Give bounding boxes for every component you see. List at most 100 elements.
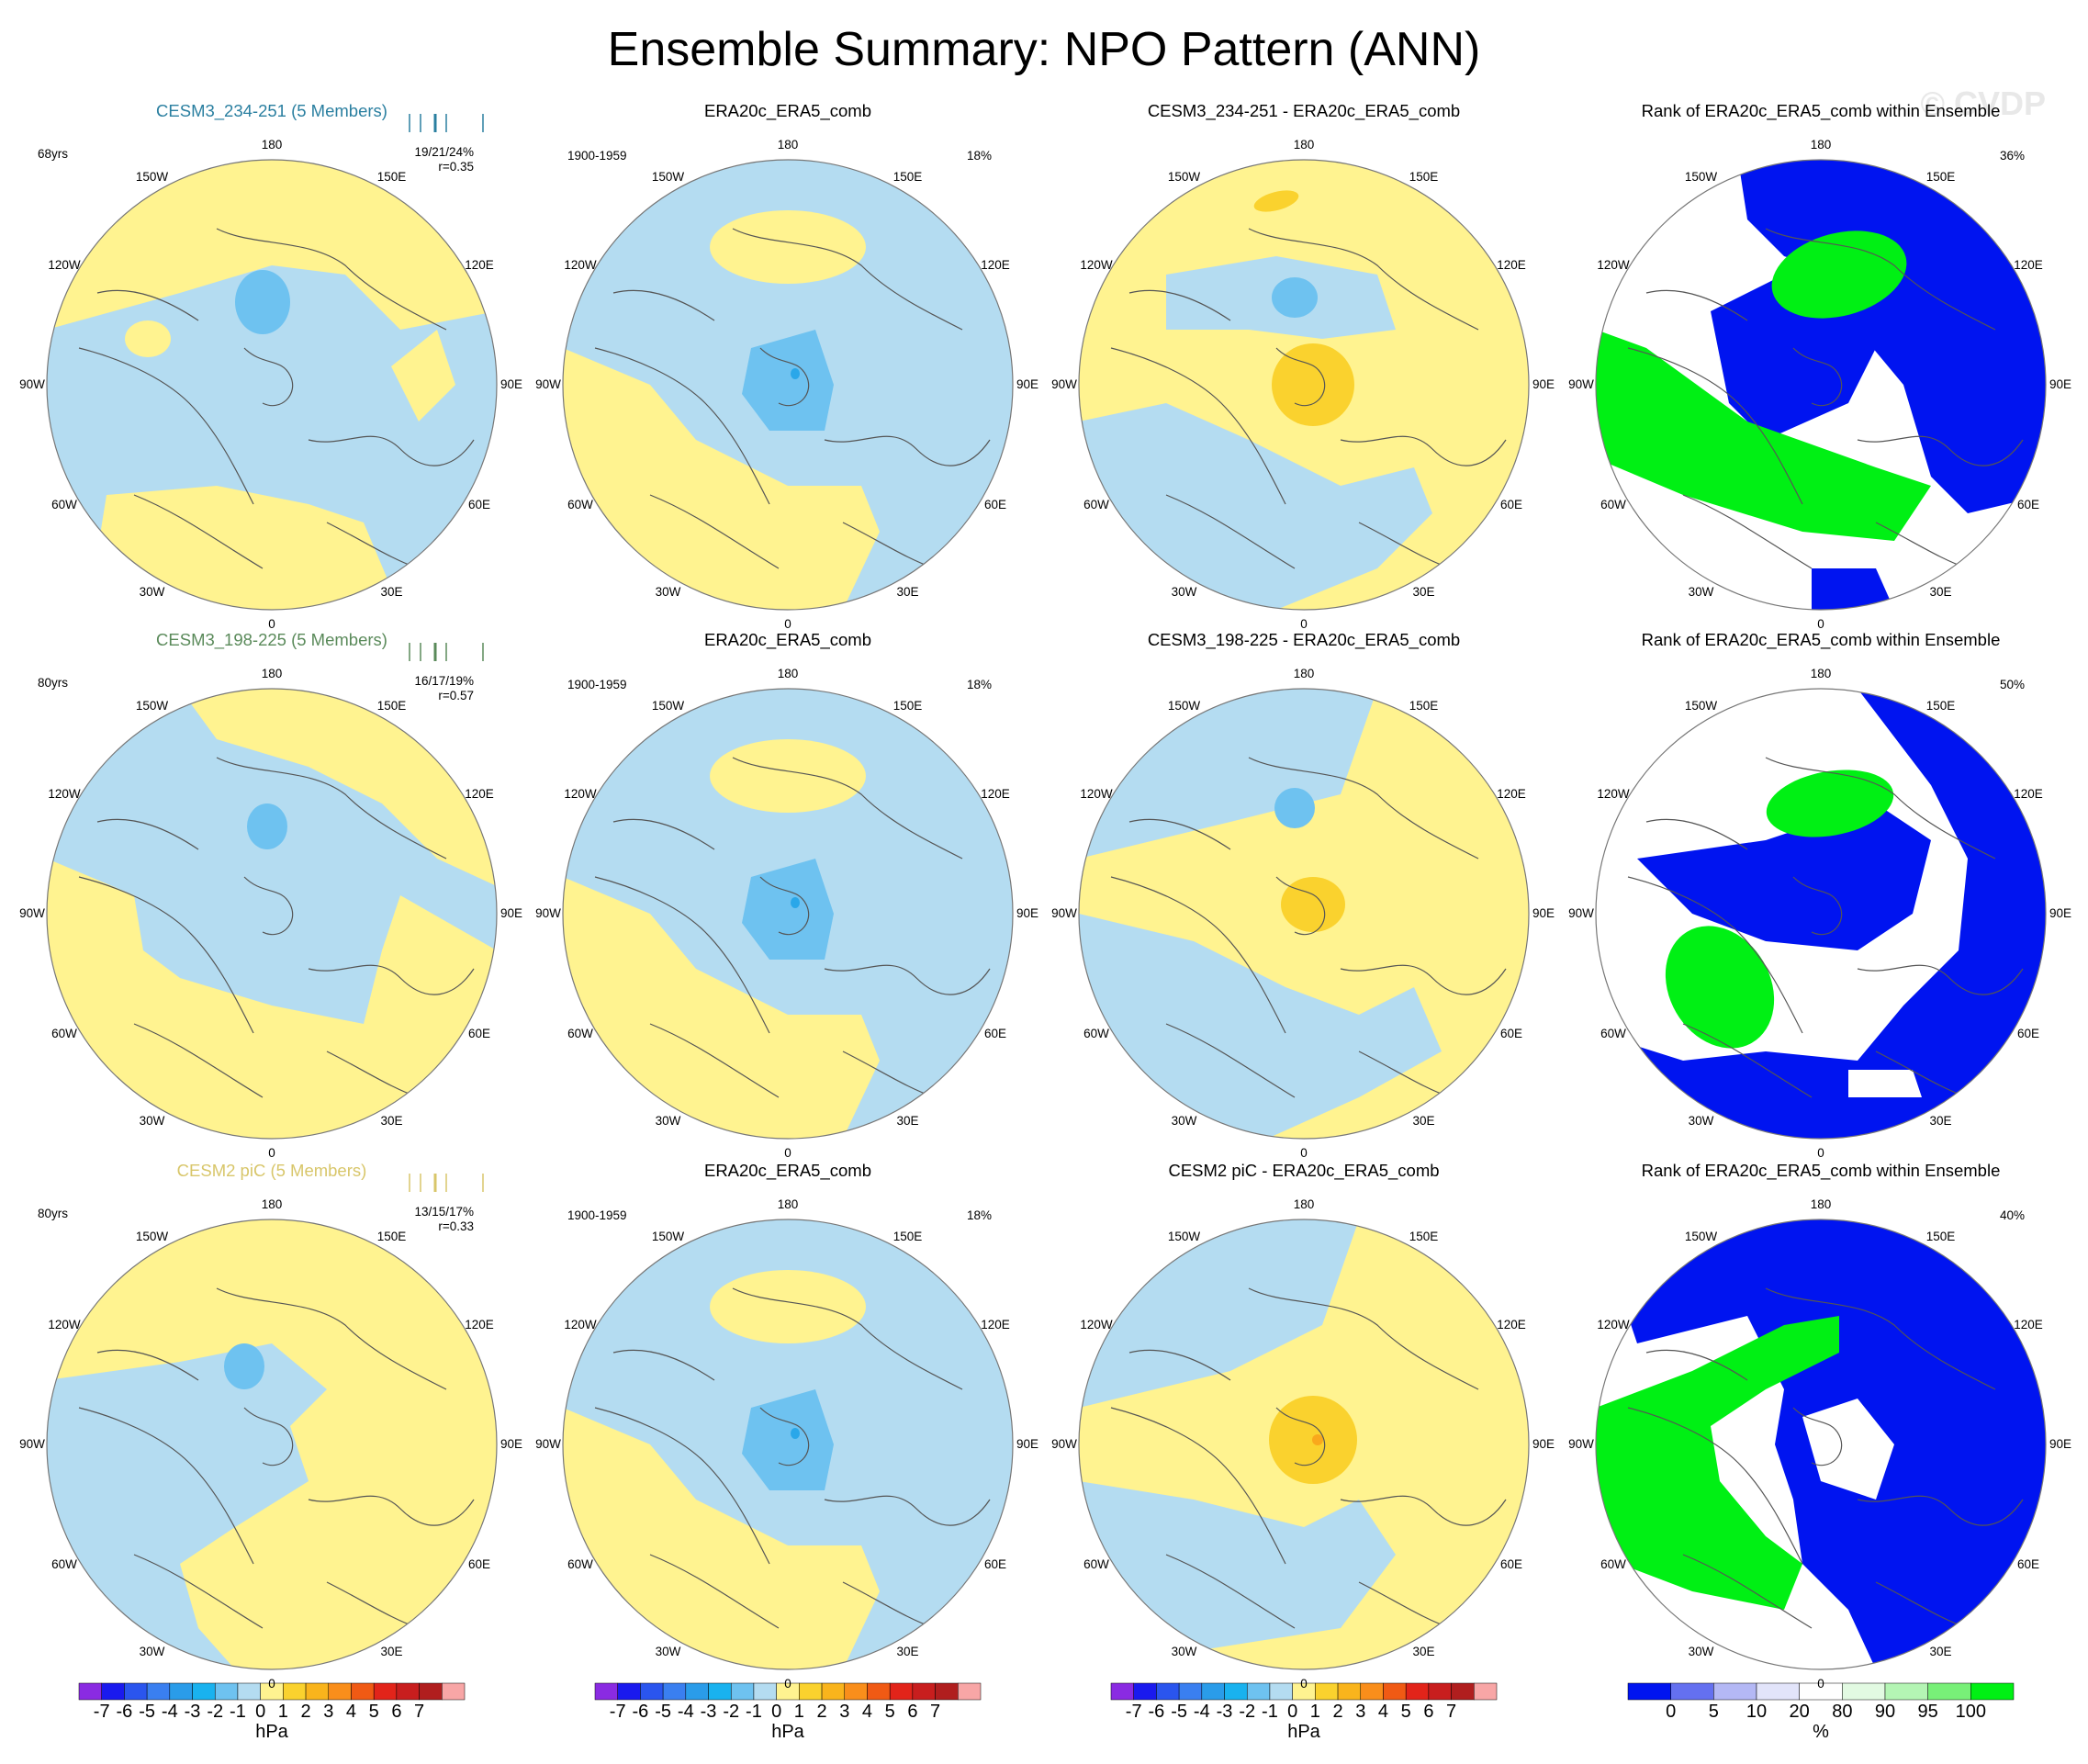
coastline — [78, 876, 254, 1034]
map-outline — [562, 1219, 1014, 1670]
map-panel — [1078, 159, 1530, 611]
longitude-label: 90E — [1532, 1437, 1555, 1451]
map-fill — [563, 689, 1013, 1139]
negative-anomaly-center — [247, 803, 287, 849]
colorbar-label: 0 — [1287, 1702, 1298, 1722]
longitude-label: 0 — [784, 1677, 791, 1691]
negative-anomaly-center — [742, 859, 834, 960]
longitude-label: 0 — [268, 1146, 275, 1160]
coastline — [1682, 1554, 1813, 1629]
colorbar-label: -5 — [139, 1702, 155, 1722]
colorbar-label: -3 — [700, 1702, 717, 1722]
rank-low-region — [1596, 689, 2046, 1139]
rank-high-region — [1766, 770, 1894, 837]
coastline — [1165, 494, 1296, 569]
coastline — [1110, 876, 1286, 1034]
obs-period: 1900-1959 — [567, 149, 627, 163]
longitude-label: 180 — [1810, 138, 1832, 152]
colorbar-box — [419, 1682, 443, 1701]
longitude-label: 180 — [777, 667, 799, 680]
colorbar-box — [305, 1682, 330, 1701]
colorbar-label: -4 — [161, 1702, 178, 1722]
coastline — [133, 1554, 264, 1629]
coastline — [1275, 1407, 1326, 1466]
figure-title: Ensemble Summary: NPO Pattern (ANN) — [607, 23, 1481, 76]
colorbar-label: 5 — [368, 1702, 379, 1722]
coastline — [1275, 347, 1326, 407]
longitude-label: 90W — [535, 377, 561, 391]
map-panel — [46, 688, 498, 1140]
rank-pct: 40% — [2000, 1208, 2026, 1222]
longitude-label: 30W — [655, 1114, 681, 1129]
map-outline — [46, 688, 498, 1140]
positive-anomaly-region — [47, 859, 497, 1139]
colorbar-label: -3 — [1216, 1702, 1233, 1722]
pattern-correlation: r=0.57 — [438, 689, 474, 702]
map-panel — [1078, 1219, 1530, 1670]
pct-explained: 19/21/24% — [414, 145, 474, 159]
longitude-label: 60W — [567, 497, 593, 511]
colorbar-box — [169, 1682, 193, 1701]
coastline — [1645, 1349, 1748, 1381]
rank-low-region — [1637, 803, 1931, 950]
colorbar-box — [351, 1682, 375, 1701]
colorbar-box — [1927, 1682, 1971, 1701]
longitude-label: 150W — [135, 698, 169, 713]
colorbar-label: 6 — [391, 1702, 402, 1722]
colorbar-box — [935, 1682, 959, 1701]
colorbar-box — [146, 1682, 171, 1701]
coastline — [78, 1407, 254, 1565]
colorbar-label: 7 — [1446, 1702, 1457, 1722]
longitude-label: 180 — [261, 667, 283, 680]
colorbar-box — [192, 1682, 216, 1701]
colorbar-box — [685, 1682, 709, 1701]
colorbar-label: 5 — [1708, 1702, 1719, 1722]
positive-anomaly-region — [47, 1219, 497, 1669]
longitude-label: 30W — [1688, 1645, 1714, 1659]
colorbar-label: 2 — [1332, 1702, 1343, 1722]
longitude-label: 120E — [1497, 1317, 1526, 1331]
coastline — [96, 818, 199, 850]
coastline — [649, 494, 780, 569]
colorbar-box — [1133, 1682, 1157, 1701]
map-fill — [1596, 160, 2046, 610]
longitude-label: 150W — [651, 698, 685, 713]
colorbar-box — [1178, 1682, 1203, 1701]
colorbar-label: 100 — [1955, 1702, 1987, 1722]
colorbar-label: -2 — [207, 1702, 224, 1722]
longitude-label: 90W — [1051, 1437, 1077, 1451]
positive-anomaly-region — [710, 1270, 866, 1343]
longitude-label: 150E — [376, 169, 407, 184]
colorbar-box — [1884, 1682, 1928, 1701]
colorbar-box — [1713, 1682, 1757, 1701]
colorbar-box — [1970, 1682, 2015, 1701]
longitude-label: 150E — [1409, 169, 1439, 184]
coastline — [824, 1495, 991, 1526]
coastline — [216, 1287, 447, 1390]
longitude-label: 30W — [1688, 585, 1714, 600]
longitude-label: 180 — [1293, 667, 1315, 680]
coastline — [824, 964, 991, 995]
longitude-label: 90W — [19, 377, 45, 391]
longitude-label: 90E — [1532, 377, 1555, 391]
colorbar-label: 80 — [1832, 1702, 1853, 1722]
longitude-label: 30E — [1412, 1114, 1435, 1129]
coastline — [1682, 1023, 1813, 1098]
negative-anomaly-center — [1272, 277, 1318, 318]
map-fill — [563, 160, 1013, 610]
coastline — [1275, 876, 1326, 936]
longitude-label: 120W — [48, 786, 81, 801]
longitude-label: 120W — [1597, 786, 1630, 801]
colorbar-box — [912, 1682, 936, 1701]
colorbar-box — [889, 1682, 914, 1701]
colorbar-box — [442, 1682, 466, 1701]
longitude-label: 180 — [777, 1197, 799, 1211]
difference-title: CESM3_198-225 - ERA20c_ERA5_comb — [1147, 630, 1461, 649]
map-panel — [562, 1219, 1014, 1670]
longitude-label: 120W — [48, 257, 81, 272]
negative-anomaly-region — [47, 1444, 152, 1536]
coastline — [612, 818, 715, 850]
longitude-label: 90W — [1568, 377, 1594, 391]
rank-low-region — [1812, 568, 1894, 610]
